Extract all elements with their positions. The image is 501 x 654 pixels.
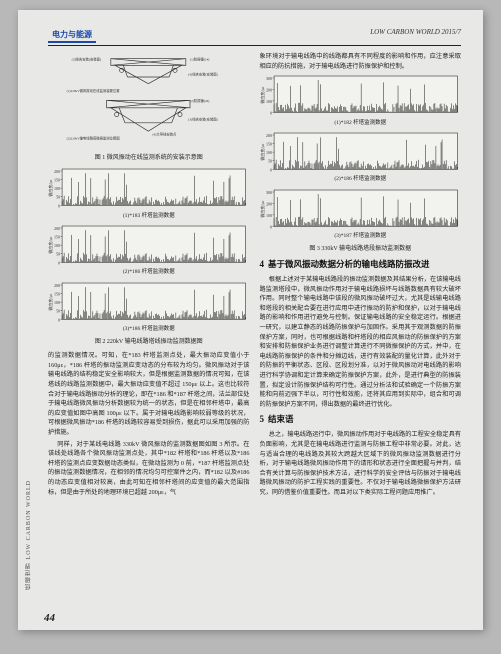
page: 电力与能源 LOW CARBON WORLD 2015/7 bbox=[18, 10, 483, 630]
svg-text:0: 0 bbox=[58, 204, 60, 209]
svg-text:200: 200 bbox=[54, 169, 60, 174]
chart-l2: 0 50 100 150 200 微应变/με bbox=[48, 224, 250, 266]
svg-text:100: 100 bbox=[54, 243, 60, 248]
svg-text:100: 100 bbox=[266, 99, 272, 104]
svg-text:微应变/με: 微应变/με bbox=[48, 293, 53, 310]
figure-1-caption: 图 1 微风振动在线监测系统的安装示意图 bbox=[48, 154, 250, 163]
figure-2-caption: 图 2 220kV 输电线路塔线振动监测数据图 bbox=[48, 338, 250, 347]
svg-text:150: 150 bbox=[54, 292, 60, 297]
svg-text:150: 150 bbox=[266, 142, 272, 147]
svg-text:200: 200 bbox=[54, 226, 60, 231]
diagram-label: (2)防振锤(2#) bbox=[190, 98, 209, 103]
svg-text:微应变/με: 微应变/με bbox=[48, 236, 53, 253]
svg-text:0: 0 bbox=[270, 224, 272, 229]
diagram-label: (2)220kV输电线路塔微振监测位置图 bbox=[67, 135, 121, 140]
chart-l3-sub: (3)*186 杆塔监测数据 bbox=[48, 325, 250, 334]
section-5-text: 结束语 bbox=[268, 414, 294, 424]
svg-text:0: 0 bbox=[58, 260, 60, 265]
svg-text:50: 50 bbox=[56, 252, 60, 257]
chart-l1: 0 50 100 150 200 微应变/με bbox=[48, 167, 250, 209]
section-4-title: 4基于微风振动数据分析的输电线路防振改进 bbox=[260, 258, 462, 272]
svg-text:100: 100 bbox=[54, 300, 60, 305]
chart-l1-sub: (1)*183 杆塔监测数据 bbox=[48, 212, 250, 221]
section-5-title: 5结束语 bbox=[260, 413, 462, 427]
left-para-1: 的监测数据情况。可知，在*183 杆塔监测点处，最大振动应变值小于 160με，… bbox=[48, 351, 250, 437]
svg-text:150: 150 bbox=[54, 235, 60, 240]
section-4-text: 基于微风振动数据分析的输电线路防振改进 bbox=[268, 259, 430, 269]
svg-text:微应变/με: 微应变/με bbox=[260, 87, 265, 104]
chart-r3: 0 100 200 300 微应变/με bbox=[260, 188, 462, 230]
svg-text:150: 150 bbox=[54, 178, 60, 183]
diagram-label: (1)220kV微风振动在线监测装置位置 bbox=[67, 88, 121, 93]
svg-text:100: 100 bbox=[54, 186, 60, 191]
page-number: 44 bbox=[44, 612, 55, 624]
svg-text:100: 100 bbox=[266, 213, 272, 218]
right-column: 象环境对于输电线路中的线路都具有不同程度的影响和作用，应注意采取相应的防抗措施，… bbox=[260, 52, 462, 500]
section-5-num: 5 bbox=[260, 414, 265, 424]
section-4-num: 4 bbox=[260, 259, 265, 269]
tower-diagram: (3)线夹安装(安装面) (1)防振锤(1#) (4)线夹安装(安装面) (1)… bbox=[48, 52, 250, 152]
svg-text:300: 300 bbox=[266, 190, 272, 195]
left-column: (3)线夹安装(安装面) (1)防振锤(1#) (4)线夹安装(安装面) (1)… bbox=[48, 52, 250, 500]
chart-r1: 0 100 200 300 微应变/με bbox=[260, 74, 462, 116]
section-4-para: 根据上述对于某输电线路段的振动监测数据及其结果分析，在该输电线路监测塔段中，微风… bbox=[260, 275, 462, 410]
chart-r2: 0 50 100 150 200 微应变/με bbox=[260, 131, 462, 173]
diagram-label: (3)线夹安装(安装面) bbox=[189, 116, 218, 121]
svg-text:50: 50 bbox=[56, 309, 60, 314]
right-para-top: 象环境对于输电线路中的线路都具有不同程度的影响和作用，应注意采取相应的防抗措施，… bbox=[260, 52, 462, 71]
diagram-label: (1)防振锤(1#) bbox=[190, 56, 209, 61]
figure-3-caption: 图 3 330kV 输电线路塔段振动监测数据 bbox=[260, 245, 462, 254]
header-row: 电力与能源 LOW CARBON WORLD 2015/7 bbox=[48, 28, 461, 46]
svg-text:0: 0 bbox=[270, 111, 272, 116]
spine-text: 低碳世界 LOW CARBON WORLD bbox=[24, 480, 33, 590]
chart-r2-sub: (2)*186 杆塔监测数据 bbox=[260, 175, 462, 184]
diagram-label: (4)线夹安装(安装面) bbox=[189, 71, 218, 76]
svg-text:0: 0 bbox=[58, 317, 60, 322]
chart-r3-sub: (3)*187 杆塔监测数据 bbox=[260, 232, 462, 241]
columns: (3)线夹安装(安装面) (1)防振锤(1#) (4)线夹安装(安装面) (1)… bbox=[48, 52, 461, 500]
header-journal: LOW CARBON WORLD 2015/7 bbox=[370, 28, 461, 43]
left-para-2: 同样，对于某线电线路 330kV 微风振动的监测数据图如图 3 所示。在该线处线… bbox=[48, 440, 250, 498]
svg-text:0: 0 bbox=[270, 167, 272, 172]
chart-l3: 0 50 100 150 200 微应变/με bbox=[48, 281, 250, 323]
svg-text:微应变/με: 微应变/με bbox=[48, 180, 53, 197]
section-5-para: 总之，输电线路运行中，微风振动作用对于电线路的工程安全稳定具有负面影响，尤其是在… bbox=[260, 430, 462, 497]
svg-text:微应变/με: 微应变/με bbox=[260, 143, 265, 160]
svg-text:200: 200 bbox=[266, 133, 272, 138]
svg-text:200: 200 bbox=[266, 201, 272, 206]
svg-text:微应变/με: 微应变/με bbox=[260, 200, 265, 217]
svg-text:50: 50 bbox=[56, 195, 60, 200]
svg-text:100: 100 bbox=[266, 150, 272, 155]
chart-r1-sub: (1)*182 杆塔监测数据 bbox=[260, 119, 462, 128]
diagram-label: (4)大导线安装点 bbox=[153, 131, 178, 136]
svg-text:200: 200 bbox=[266, 88, 272, 93]
svg-text:50: 50 bbox=[268, 159, 272, 164]
svg-text:300: 300 bbox=[266, 76, 272, 81]
diagram-label: (3)线夹安装(安装面) bbox=[72, 56, 101, 61]
svg-text:200: 200 bbox=[54, 283, 60, 288]
header-category: 电力与能源 bbox=[48, 28, 96, 43]
chart-l2-sub: (2)*186 杆塔监测数据 bbox=[48, 268, 250, 277]
